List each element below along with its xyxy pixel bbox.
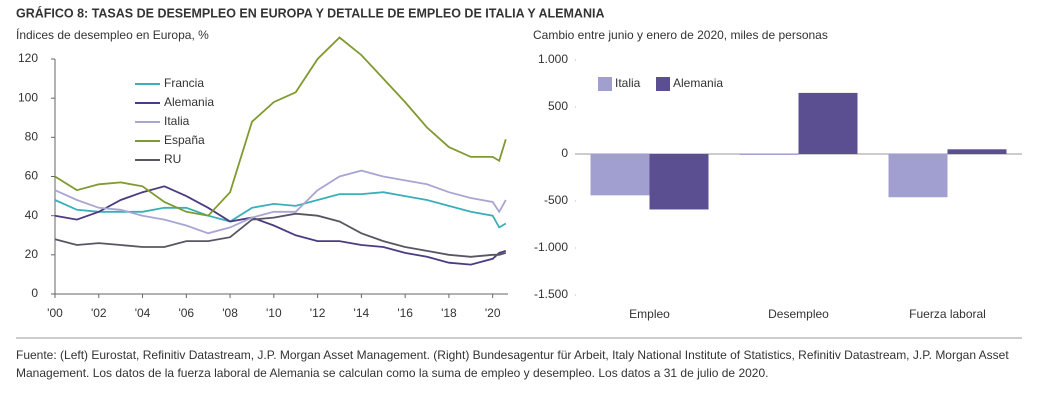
bar <box>947 149 1007 154</box>
bar <box>739 154 799 155</box>
y-tick-label: 20 <box>25 247 39 261</box>
x-tick-label: '12 <box>310 306 326 320</box>
bar <box>649 154 709 210</box>
x-tick-label: Empleo <box>629 307 670 321</box>
x-tick-label: '02 <box>91 306 107 320</box>
legend-label: Alemania <box>673 76 723 90</box>
figure-title: GRÁFICO 8: TASAS DE DESEMPLEO EN EUROPA … <box>16 5 604 20</box>
x-tick-label: Fuerza laboral <box>909 307 986 321</box>
y-tick-label: 0 <box>31 286 38 300</box>
y-tick-label: 40 <box>25 208 39 222</box>
chart: GRÁFICO 8: TASAS DE DESEMPLEO EN EUROPA … <box>16 5 1022 339</box>
legend-swatch <box>656 77 670 91</box>
bar <box>888 154 948 198</box>
x-tick-label: '06 <box>178 306 194 320</box>
y-tick-label: -1.500 <box>534 287 568 301</box>
x-tick-label: '00 <box>47 306 63 320</box>
footnote: Fuente: (Left) Eurostat, Refinitiv Datas… <box>16 348 1009 380</box>
y-tick-label: 60 <box>25 169 39 183</box>
bar <box>798 92 858 154</box>
y-tick-label: -1.000 <box>534 240 568 254</box>
y-tick-label: 80 <box>25 130 39 144</box>
y-tick-label: 120 <box>18 51 38 65</box>
line <box>54 169 507 235</box>
x-tick-label: '10 <box>266 306 282 320</box>
line <box>54 36 507 217</box>
legend-label: Italia <box>615 76 641 90</box>
x-tick-label: '16 <box>397 306 413 320</box>
y-tick-label: 0 <box>561 146 568 160</box>
legend-label: Francia <box>164 76 204 90</box>
legend-label: España <box>164 133 205 147</box>
legend-label: RU <box>164 152 181 166</box>
line <box>54 191 507 229</box>
line <box>54 185 507 266</box>
y-tick-label: 100 <box>18 90 38 104</box>
right-chart-title: Cambio entre junio y enero de 2020, mile… <box>533 28 828 42</box>
legend-label: Italia <box>164 114 190 128</box>
x-tick-label: '04 <box>135 306 151 320</box>
line <box>54 212 507 258</box>
bar <box>590 154 650 196</box>
legend-label: Alemania <box>164 95 214 109</box>
y-tick-label: 500 <box>548 99 568 113</box>
x-tick-label: '14 <box>354 306 370 320</box>
x-tick-label: '20 <box>485 306 501 320</box>
x-tick-label: '18 <box>441 306 457 320</box>
x-tick-label: Desempleo <box>768 307 829 321</box>
legend-swatch <box>598 77 612 91</box>
left-chart-title: Índices de desempleo en Europa, % <box>16 27 209 42</box>
y-tick-label: 1.000 <box>538 52 568 66</box>
x-tick-label: '08 <box>222 306 238 320</box>
y-tick-label: -500 <box>544 193 568 207</box>
